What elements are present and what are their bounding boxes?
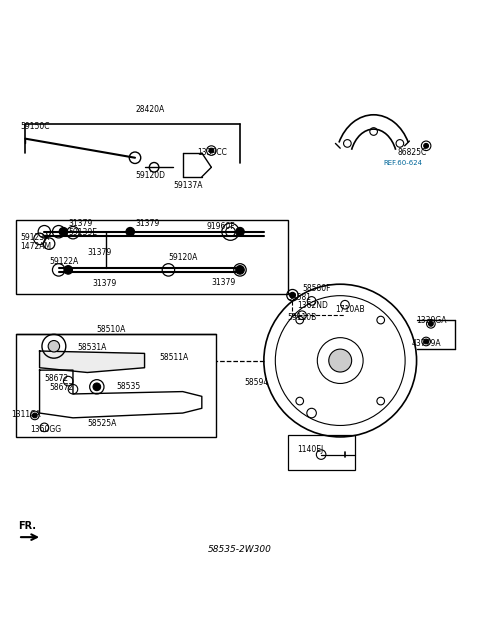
Bar — [16, 220, 288, 294]
Text: 59120A: 59120A — [168, 253, 198, 262]
Circle shape — [126, 227, 134, 236]
Text: 86825C: 86825C — [397, 147, 427, 157]
Text: 91960F: 91960F — [206, 223, 235, 232]
Text: 28420A: 28420A — [135, 104, 164, 113]
Text: 58581: 58581 — [288, 293, 312, 302]
Circle shape — [424, 143, 429, 148]
Circle shape — [289, 292, 295, 298]
Circle shape — [329, 349, 352, 372]
Circle shape — [33, 413, 37, 418]
Text: 58594: 58594 — [245, 378, 269, 387]
Circle shape — [48, 340, 60, 352]
Text: 59139E: 59139E — [68, 228, 97, 237]
Text: 59150C: 59150C — [21, 122, 50, 131]
Text: 1339CC: 1339CC — [197, 147, 227, 157]
Circle shape — [236, 227, 244, 236]
Circle shape — [209, 148, 214, 153]
Text: 1710AB: 1710AB — [336, 305, 365, 314]
Text: 59122A: 59122A — [49, 257, 78, 266]
Text: 1339GA: 1339GA — [417, 316, 447, 326]
Text: REF.60-624: REF.60-624 — [383, 161, 422, 166]
Text: 31379: 31379 — [135, 219, 159, 228]
Circle shape — [236, 266, 244, 274]
Circle shape — [64, 266, 72, 274]
Text: 58511A: 58511A — [159, 353, 188, 362]
Text: 59110B: 59110B — [288, 313, 317, 322]
Circle shape — [424, 339, 429, 344]
Text: 31379: 31379 — [211, 278, 236, 287]
Text: 59123A: 59123A — [21, 234, 50, 243]
Text: 43779A: 43779A — [412, 339, 442, 348]
Text: 58580F: 58580F — [302, 285, 331, 294]
Text: 31379: 31379 — [87, 248, 111, 257]
Text: 1311CA: 1311CA — [11, 410, 40, 419]
Text: 58510A: 58510A — [97, 325, 126, 334]
Text: 1140EJ: 1140EJ — [297, 445, 324, 454]
Circle shape — [93, 383, 101, 390]
Text: 1362ND: 1362ND — [297, 301, 328, 310]
Text: 58672: 58672 — [49, 383, 73, 392]
Text: 58672: 58672 — [44, 374, 69, 383]
Text: 1472AM: 1472AM — [21, 241, 52, 250]
Text: FR.: FR. — [18, 521, 36, 531]
Circle shape — [59, 227, 68, 236]
Text: 1360GG: 1360GG — [30, 425, 61, 434]
Text: 58535-2W300: 58535-2W300 — [208, 545, 272, 554]
Text: 58531A: 58531A — [78, 342, 107, 352]
Text: 58535: 58535 — [116, 382, 140, 391]
Text: 59120D: 59120D — [135, 172, 165, 180]
Text: 31379: 31379 — [68, 219, 93, 228]
Bar — [16, 334, 216, 437]
Text: 59137A: 59137A — [173, 181, 203, 190]
Text: 58525A: 58525A — [87, 419, 117, 428]
Circle shape — [429, 321, 433, 326]
Text: 31379: 31379 — [92, 279, 116, 288]
Bar — [288, 435, 355, 470]
Polygon shape — [39, 351, 144, 372]
